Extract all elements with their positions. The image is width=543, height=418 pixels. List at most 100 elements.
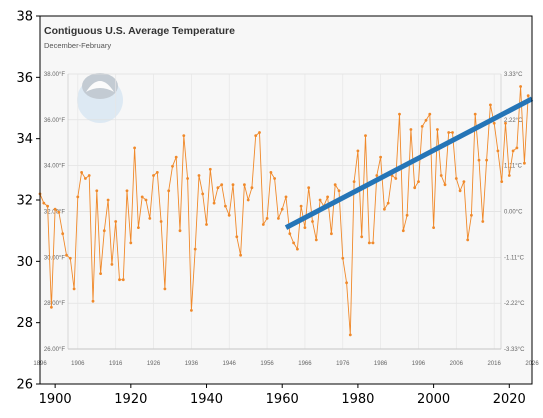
temperature-point: [125, 189, 129, 193]
inset-right-tick-label: -1.11°C: [504, 255, 525, 261]
temperature-point: [265, 217, 269, 220]
temperature-point: [318, 198, 322, 202]
temperature-point: [409, 128, 413, 131]
temperature-point: [212, 201, 216, 205]
y-tick-label: 32: [16, 194, 33, 209]
temperature-point: [470, 213, 473, 217]
temperature-point: [155, 171, 159, 174]
temperature-point: [451, 131, 454, 134]
temperature-point: [284, 195, 288, 199]
temperature-point: [163, 287, 167, 291]
temperature-point: [367, 241, 371, 245]
x-tick-label: 1960: [266, 392, 299, 407]
temperature-point: [148, 217, 152, 220]
temperature-point: [250, 186, 254, 190]
temperature-point: [254, 134, 258, 138]
inset-right-tick-label: -2.22°C: [504, 301, 525, 307]
temperature-point: [333, 183, 337, 187]
temperature-point: [235, 235, 239, 239]
inset-subtitle: December-February: [44, 41, 111, 50]
y-tick-label: 26: [16, 378, 33, 393]
temperature-point: [91, 299, 95, 303]
x-axis: 1900 1920 1940 1960 1980 2000 2020: [39, 384, 526, 407]
temperature-point: [159, 220, 163, 223]
temperature-point: [42, 201, 46, 205]
temperature-point: [299, 204, 303, 208]
temperature-point: [515, 146, 519, 150]
temperature-point: [61, 232, 65, 236]
temperature-point: [208, 167, 212, 171]
trend-line: [284, 96, 534, 230]
temperature-point: [239, 253, 243, 257]
inset-title: Contiguous U.S. Average Temperature: [44, 25, 235, 37]
temperature-point: [341, 256, 345, 260]
temperature-point: [417, 180, 420, 184]
noaa-logo: [77, 73, 123, 123]
temperature-point: [182, 134, 186, 138]
noaa-logo-bird-icon: [86, 81, 114, 92]
inset-x-tick-label: 1976: [336, 361, 350, 367]
temperature-point: [114, 220, 118, 223]
inset-left-tick-label: 38.00°F: [44, 72, 65, 78]
temperature-point: [485, 158, 488, 162]
temperature-point: [205, 223, 208, 226]
inset-right-ticks: 3.33°C 2.22°C 1.11°C 0.00°C -1.11°C -2.22°C -3…: [504, 72, 525, 353]
temperature-point: [269, 171, 273, 174]
y-tick-label: 38: [16, 10, 33, 25]
temperature-line: [39, 86, 529, 335]
temperature-point: [65, 253, 68, 257]
temperature-point: [401, 229, 405, 233]
x-tick-label: 1900: [39, 392, 72, 407]
temperature-point: [462, 180, 466, 184]
inset-x-tick-label: 1956: [260, 361, 274, 367]
temperature-point: [224, 204, 227, 208]
temperature-point: [84, 177, 87, 180]
x-tick-label: 1980: [341, 392, 374, 407]
temperature-point: [277, 217, 280, 220]
temperature-point: [258, 131, 261, 134]
x-tick-label: 1920: [114, 392, 147, 407]
inset-x-tick-label: 2016: [487, 361, 501, 367]
temperature-point: [454, 177, 458, 180]
temperature-point: [383, 207, 386, 211]
temperature-point: [428, 112, 432, 116]
temperature-point: [190, 309, 193, 312]
temperature-point: [523, 161, 526, 165]
temperature-point: [243, 183, 246, 187]
temperature-point: [504, 121, 507, 125]
temperature-point: [76, 195, 80, 199]
inset-x-tick-label: 1916: [109, 361, 123, 367]
y-tick-label: 34: [16, 132, 33, 147]
temperature-point: [436, 128, 439, 131]
y-axis: 26 28 30 32 34 36 38: [16, 10, 40, 393]
temperature-point: [337, 189, 341, 193]
temperature-point: [178, 229, 182, 233]
temperature-point: [197, 174, 201, 177]
inset-x-tick-label: 2006: [450, 361, 464, 367]
temperature-point: [292, 241, 295, 245]
inset-x-tick-label: 1936: [185, 361, 199, 367]
x-tick-label: 1940: [190, 392, 223, 407]
temperature-point: [46, 204, 49, 208]
inset-right-tick-label: 2.22°C: [504, 118, 523, 124]
temperature-point: [345, 281, 348, 285]
temperature-point: [227, 213, 231, 217]
temperature-point: [386, 201, 390, 205]
x-tick-label: 2000: [417, 392, 450, 407]
temperature-point: [466, 238, 470, 242]
temperature-point: [473, 112, 477, 116]
temperature-point: [314, 238, 318, 242]
temperature-point: [152, 174, 155, 177]
temperature-point: [80, 171, 83, 174]
temperature-point: [364, 134, 367, 138]
temperature-point: [360, 235, 364, 239]
temperature-point: [171, 164, 174, 168]
temperature-point: [424, 118, 428, 122]
temperature-point: [420, 125, 424, 128]
temperature-point: [356, 149, 360, 153]
inset-x-tick-label: 1996: [412, 361, 426, 367]
temperature-series: [38, 85, 530, 337]
temperature-point: [311, 220, 314, 223]
temperature-point: [481, 220, 485, 223]
temperature-point: [50, 305, 53, 309]
